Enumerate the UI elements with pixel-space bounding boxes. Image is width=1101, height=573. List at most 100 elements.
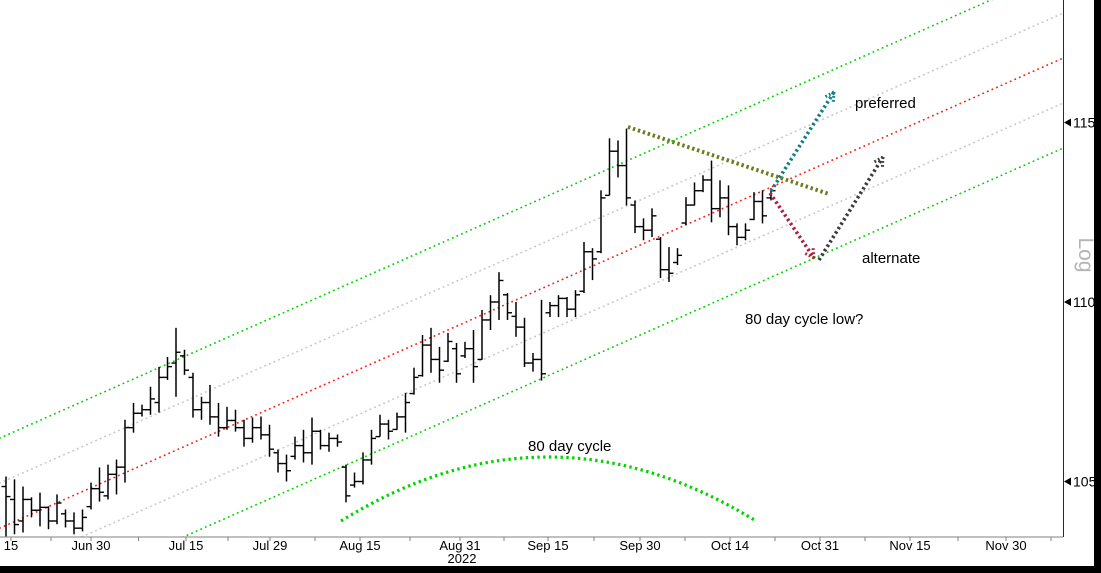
preferred-arrow-head bbox=[831, 91, 836, 103]
ohlc-bar bbox=[1, 476, 11, 537]
ohlc-bar bbox=[392, 412, 402, 431]
ohlc-bar bbox=[299, 429, 308, 463]
ohlc-bar bbox=[758, 190, 767, 224]
ohlc-bar bbox=[639, 218, 648, 241]
y-axis-tick-arrow-icon bbox=[1064, 118, 1071, 127]
ohlc-bar bbox=[622, 128, 631, 206]
ohlc-bar bbox=[163, 356, 172, 380]
y-axis-label: 110 bbox=[1073, 294, 1096, 310]
ohlc-bar bbox=[222, 406, 232, 430]
y-axis-tick-arrow-icon bbox=[1064, 298, 1071, 306]
ohlc-bar bbox=[316, 429, 325, 450]
x-axis-label: Nov 30 bbox=[985, 538, 1026, 553]
alternate-up-arrow bbox=[817, 155, 885, 261]
ohlc-bar bbox=[112, 459, 121, 495]
ohlc-bar bbox=[78, 509, 87, 532]
x-axis-label: Jun 30 bbox=[71, 538, 110, 553]
ohlc-bar bbox=[554, 295, 563, 318]
ohlc-bar bbox=[528, 352, 538, 372]
ohlc-bar bbox=[673, 248, 682, 266]
ohlc-bar bbox=[146, 386, 155, 415]
ohlc-bar bbox=[137, 404, 147, 417]
x-axis-label: Jul 29 bbox=[253, 538, 288, 553]
ohlc-bar bbox=[197, 396, 206, 420]
ohlc-bar bbox=[231, 409, 240, 432]
x-axis-year-label: 2022 bbox=[448, 551, 477, 566]
ohlc-bar bbox=[656, 237, 665, 278]
x-axis-label: Oct 14 bbox=[711, 538, 749, 553]
ohlc-bar bbox=[732, 223, 742, 246]
ohlc-bar bbox=[282, 454, 291, 482]
ohlc-bar bbox=[749, 192, 759, 221]
ohlc-bar bbox=[511, 302, 521, 337]
ohlc-bar bbox=[443, 332, 453, 362]
ohlc-bar bbox=[401, 392, 410, 433]
ohlc-bar bbox=[647, 208, 657, 238]
ohlc-bar bbox=[503, 293, 512, 320]
olive-trendline bbox=[627, 125, 830, 196]
ohlc-bar bbox=[384, 419, 393, 440]
ohlc-bar bbox=[426, 327, 436, 373]
x-axis-label: 15 bbox=[4, 538, 18, 553]
preferred-arrow bbox=[769, 90, 836, 192]
ohlc-bar bbox=[35, 492, 45, 527]
y-axis-label: 105 bbox=[1073, 474, 1097, 490]
ohlc-bar bbox=[171, 327, 181, 397]
ohlc-bar bbox=[358, 452, 368, 485]
ohlc-bar bbox=[681, 197, 691, 226]
ohlc-bar bbox=[44, 506, 53, 530]
x-axis-label: Sep 15 bbox=[527, 538, 568, 553]
channel-line-green bbox=[181, 147, 1063, 537]
y-axis-label: 115 bbox=[1073, 115, 1096, 131]
alternate-down-arrow bbox=[768, 191, 816, 260]
ohlc-bar bbox=[664, 247, 674, 282]
x-axis-label: Nov 15 bbox=[889, 538, 930, 553]
channel-line-gray bbox=[0, 12, 1063, 484]
preferred-label: preferred bbox=[855, 95, 916, 112]
ohlc-bar bbox=[579, 242, 589, 294]
ohlc-bar bbox=[154, 366, 164, 413]
ohlc-bar bbox=[630, 200, 640, 234]
ohlc-bar bbox=[333, 434, 342, 447]
ohlc-bar bbox=[180, 349, 189, 375]
ohlc-bar bbox=[435, 346, 444, 383]
ohlc-bar bbox=[690, 182, 699, 206]
ohlc-bar bbox=[307, 417, 317, 465]
ohlc-bar bbox=[520, 317, 529, 367]
ohlc-bar bbox=[613, 140, 623, 178]
channel-line-red bbox=[0, 57, 1063, 529]
y-axis-tick-arrow-icon bbox=[1064, 477, 1071, 486]
ohlc-bar bbox=[537, 299, 546, 381]
ohlc-bar bbox=[367, 429, 376, 465]
x-axis: 15 Jun 30 Jul 15 Jul 29 Aug 15 Aug 31 Sep 15 Se… bbox=[0, 536, 1063, 566]
ohlc-bar bbox=[10, 479, 19, 535]
ohlc-bar bbox=[205, 384, 215, 425]
ohlc-bar bbox=[418, 335, 427, 377]
ohlc-bar bbox=[605, 138, 614, 197]
ohlc-bar bbox=[265, 424, 274, 457]
ohlc-bar bbox=[248, 417, 257, 443]
ohlc-bar bbox=[188, 372, 198, 418]
x-axis-label: Oct 31 bbox=[801, 538, 839, 553]
ohlc-bar bbox=[375, 414, 385, 438]
price-bars bbox=[1, 128, 776, 537]
x-axis-label: Sep 30 bbox=[619, 538, 660, 553]
ohlc-bar bbox=[350, 472, 359, 488]
alternate-label: alternate bbox=[862, 250, 920, 267]
ohlc-bar bbox=[129, 402, 138, 433]
ohlc-bar bbox=[69, 512, 79, 535]
ohlc-bar bbox=[86, 482, 96, 510]
ohlc-bar bbox=[460, 341, 470, 359]
ohlc-bar bbox=[715, 180, 725, 218]
ohlc-bar bbox=[596, 190, 606, 254]
ohlc-bar bbox=[545, 302, 555, 318]
ohlc-bar bbox=[324, 432, 334, 452]
ohlc-bar bbox=[214, 402, 223, 437]
frame-bar-bottom bbox=[0, 566, 1101, 573]
cycle-arc bbox=[340, 455, 757, 523]
ohlc-bar bbox=[256, 416, 266, 440]
ohlc-bar bbox=[486, 295, 495, 331]
